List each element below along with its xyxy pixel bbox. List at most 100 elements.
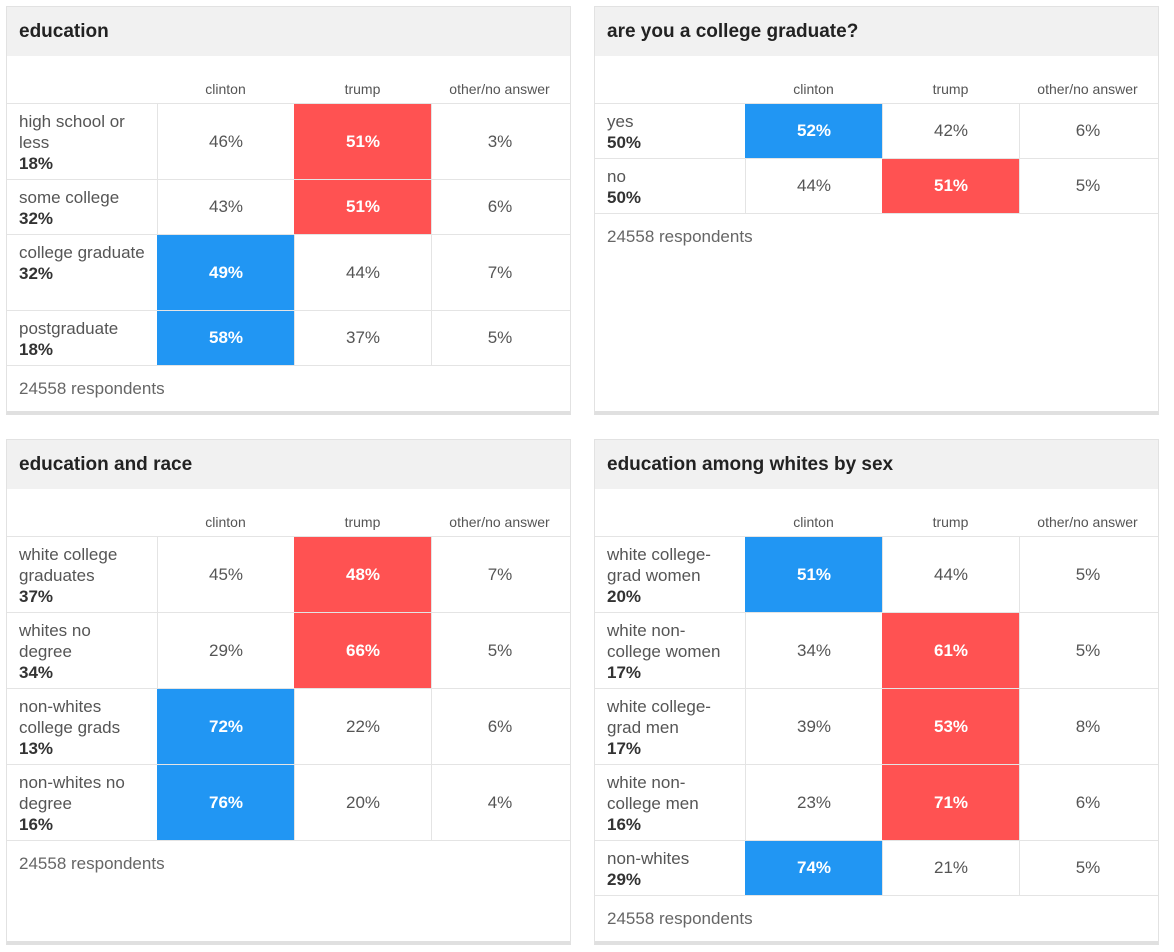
table-row: white college graduates 37% 45% 48% 7% xyxy=(7,537,570,613)
cell-trump: 44% xyxy=(294,235,431,310)
row-label-text: non-whites no degree xyxy=(19,773,125,813)
cell-trump: 51% xyxy=(882,159,1019,213)
cell-trump: 66% xyxy=(294,613,431,688)
cell-clinton: 72% xyxy=(157,689,294,764)
row-label: white non-college women 17% xyxy=(595,613,745,688)
row-share: 17% xyxy=(607,663,642,682)
row-label: high school or less 18% xyxy=(7,104,157,179)
panel-education-and-race: education and race clinton trump other/n… xyxy=(6,439,571,945)
column-header-trump: trump xyxy=(344,514,381,530)
respondents-footer: 24558 respondents xyxy=(19,854,165,873)
column-header-clinton: clinton xyxy=(793,514,834,530)
cell-clinton: 46% xyxy=(157,104,294,179)
column-header-trump: trump xyxy=(344,81,381,97)
row-label-text: non-whites xyxy=(607,849,690,868)
cell-other: 5% xyxy=(1019,537,1156,612)
cell-trump: 48% xyxy=(294,537,431,612)
table-row: whites no degree 34% 29% 66% 5% xyxy=(7,613,570,689)
cell-clinton: 49% xyxy=(157,235,294,310)
table-row: high school or less 18% 46% 51% 3% xyxy=(7,104,570,180)
row-share: 18% xyxy=(19,340,54,359)
cell-clinton: 29% xyxy=(157,613,294,688)
cell-clinton: 74% xyxy=(745,841,882,895)
column-headers: clinton trump other/no answer xyxy=(7,56,570,104)
cell-clinton: 34% xyxy=(745,613,882,688)
row-label: yes 50% xyxy=(595,104,745,158)
table-row: yes 50% 52% 42% 6% xyxy=(595,104,1158,159)
panel-education: education clinton trump other/no answer … xyxy=(6,6,571,415)
row-label-text: white college-grad women xyxy=(607,545,711,585)
row-share: 37% xyxy=(19,587,54,606)
table-row: white college-grad men 17% 39% 53% 8% xyxy=(595,689,1158,765)
table-row: some college 32% 43% 51% 6% xyxy=(7,180,570,235)
column-header-trump: trump xyxy=(932,514,969,530)
row-label-text: white non-college men xyxy=(607,773,699,813)
table-row: non-whites no degree 16% 76% 20% 4% xyxy=(7,765,570,841)
column-header-clinton: clinton xyxy=(205,514,246,530)
panel-title: education and race xyxy=(7,440,570,489)
row-label: white college-grad women 20% xyxy=(595,537,745,612)
cell-clinton: 23% xyxy=(745,765,882,840)
row-share: 34% xyxy=(19,663,54,682)
column-header-other: other/no answer xyxy=(1037,81,1138,97)
row-label-text: white college-grad men xyxy=(607,697,711,737)
row-label-text: white college graduates xyxy=(19,545,118,585)
column-headers: clinton trump other/no answer xyxy=(7,489,570,537)
cell-other: 6% xyxy=(1019,765,1156,840)
row-share: 32% xyxy=(19,264,54,283)
cell-other: 5% xyxy=(431,311,568,365)
table-row: white non-college men 16% 23% 71% 6% xyxy=(595,765,1158,841)
table-rows: high school or less 18% 46% 51% 3% some colle… xyxy=(7,104,570,366)
cell-clinton: 76% xyxy=(157,765,294,840)
cell-trump: 21% xyxy=(882,841,1019,895)
panel-title: education xyxy=(7,7,570,56)
table-row: postgraduate 18% 58% 37% 5% xyxy=(7,311,570,366)
row-label: non-whites college grads 13% xyxy=(7,689,157,764)
panel-whites-by-sex: education among whites by sex clinton tr… xyxy=(594,439,1159,945)
column-header-trump: trump xyxy=(932,81,969,97)
column-header-clinton: clinton xyxy=(793,81,834,97)
table-row: no 50% 44% 51% 5% xyxy=(595,159,1158,214)
cell-trump: 71% xyxy=(882,765,1019,840)
cell-other: 7% xyxy=(431,537,568,612)
cell-other: 6% xyxy=(431,180,568,234)
row-label: some college 32% xyxy=(7,180,157,234)
row-label: white non-college men 16% xyxy=(595,765,745,840)
row-label-text: postgraduate xyxy=(19,319,119,338)
row-share: 50% xyxy=(607,188,642,207)
cell-clinton: 44% xyxy=(745,159,882,213)
row-share: 32% xyxy=(19,209,54,228)
cell-trump: 42% xyxy=(882,104,1019,158)
cell-other: 6% xyxy=(1019,104,1156,158)
row-share: 13% xyxy=(19,739,54,758)
cell-trump: 51% xyxy=(294,180,431,234)
row-share: 16% xyxy=(607,815,642,834)
row-share: 29% xyxy=(607,870,642,889)
row-label-text: white non-college women xyxy=(607,621,721,661)
row-label: white college-grad men 17% xyxy=(595,689,745,764)
panel-college-graduate: are you a college graduate? clinton trum… xyxy=(594,6,1159,415)
cell-trump: 61% xyxy=(882,613,1019,688)
row-label-text: yes xyxy=(607,112,634,131)
row-label-text: non-whites college grads xyxy=(19,697,121,737)
cell-trump: 37% xyxy=(294,311,431,365)
panel-title: education among whites by sex xyxy=(595,440,1158,489)
row-label: white college graduates 37% xyxy=(7,537,157,612)
cell-other: 6% xyxy=(431,689,568,764)
cell-other: 8% xyxy=(1019,689,1156,764)
cell-trump: 44% xyxy=(882,537,1019,612)
cell-trump: 20% xyxy=(294,765,431,840)
cell-clinton: 43% xyxy=(157,180,294,234)
cell-clinton: 58% xyxy=(157,311,294,365)
row-label-text: college graduate xyxy=(19,243,145,262)
cell-trump: 22% xyxy=(294,689,431,764)
cell-clinton: 52% xyxy=(745,104,882,158)
respondents-footer: 24558 respondents xyxy=(607,227,753,246)
cell-trump: 51% xyxy=(294,104,431,179)
table-row: white non-college women 17% 34% 61% 5% xyxy=(595,613,1158,689)
cell-trump: 53% xyxy=(882,689,1019,764)
cell-other: 5% xyxy=(1019,613,1156,688)
cell-other: 7% xyxy=(431,235,568,310)
row-share: 20% xyxy=(607,587,642,606)
row-label-text: some college xyxy=(19,188,120,207)
